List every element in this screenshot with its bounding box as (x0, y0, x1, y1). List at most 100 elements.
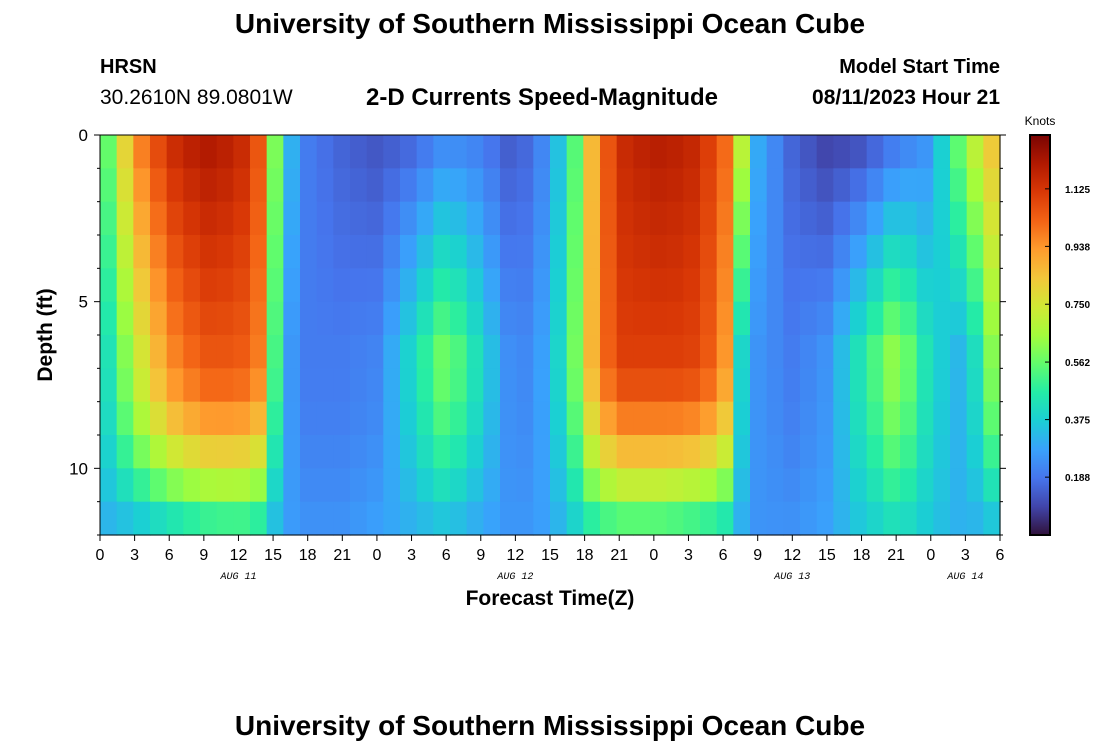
heatmap-cell (966, 301, 984, 336)
heatmap-cell (900, 335, 918, 369)
heatmap-cell (900, 401, 918, 436)
heatmap-cell (233, 301, 251, 336)
heatmap-cell (583, 201, 601, 236)
heatmap-cell (283, 435, 301, 469)
heatmap-cell (133, 135, 151, 169)
heatmap-cell (716, 501, 734, 536)
heatmap-cell (716, 335, 734, 369)
heatmap-cell (100, 435, 118, 469)
heatmap-cell (316, 168, 334, 203)
y-axis-label: Depth (ft) (34, 288, 57, 381)
heatmap-cell (300, 401, 318, 436)
heatmap-cell (233, 235, 251, 269)
heatmap-cell (716, 168, 734, 203)
heatmap-cell (100, 301, 118, 336)
heatmap-cell (366, 135, 384, 169)
heatmap-cell (566, 135, 584, 169)
heatmap-cell (150, 335, 168, 369)
heatmap-cell (466, 268, 484, 303)
heatmap-cell (600, 468, 618, 503)
heatmap-cell (783, 368, 801, 403)
heatmap-cells (100, 135, 1001, 536)
heatmap-cell (783, 301, 801, 336)
heatmap-cell (533, 235, 551, 269)
heatmap-cell (750, 301, 768, 336)
heatmap-cell (150, 368, 168, 403)
heatmap-cell (716, 401, 734, 436)
heatmap-cell (350, 501, 368, 536)
heatmap-cell (883, 135, 901, 169)
heatmap-cell (883, 435, 901, 469)
heatmap-cell (550, 235, 568, 269)
heatmap-cell (916, 335, 934, 369)
heatmap-cell (316, 368, 334, 403)
heatmap-cell (666, 235, 684, 269)
heatmap-cell (583, 435, 601, 469)
heatmap-cell (983, 301, 1001, 336)
heatmap-cell (950, 401, 968, 436)
heatmap-cell (516, 301, 534, 336)
heatmap-cell (183, 301, 201, 336)
heatmap-cell (883, 501, 901, 536)
heatmap-cell (166, 368, 184, 403)
heatmap-cell (766, 368, 784, 403)
heatmap-cell (483, 168, 501, 203)
heatmap-cell (316, 468, 334, 503)
heatmap-cell (983, 501, 1001, 536)
heatmap-cell (733, 501, 751, 536)
heatmap-cell (716, 268, 734, 303)
heatmap-cell (250, 335, 268, 369)
heatmap-cell (750, 168, 768, 203)
heatmap-cell (133, 501, 151, 536)
heatmap-cell (966, 335, 984, 369)
heatmap-cell (216, 168, 234, 203)
heatmap-cell (850, 435, 868, 469)
heatmap-cell (166, 335, 184, 369)
heatmap-cell (300, 168, 318, 203)
heatmap-cell (616, 301, 634, 336)
heatmap-cell (983, 335, 1001, 369)
heatmap-cell (716, 368, 734, 403)
heatmap-cell (900, 435, 918, 469)
heatmap-cell (383, 268, 401, 303)
heatmap-cell (400, 168, 418, 203)
heatmap-cell (350, 435, 368, 469)
x-tick-label: 12 (506, 547, 524, 564)
heatmap-cell (516, 401, 534, 436)
heatmap-cell (950, 501, 968, 536)
heatmap-cell (233, 501, 251, 536)
heatmap-cell (183, 168, 201, 203)
heatmap-cell (183, 401, 201, 436)
heatmap-cell (683, 168, 701, 203)
heatmap-cell (233, 135, 251, 169)
heatmap-cell (500, 235, 518, 269)
heatmap-cell (866, 301, 884, 336)
heatmap-cell (350, 168, 368, 203)
heatmap-cell (233, 401, 251, 436)
heatmap-cell (550, 335, 568, 369)
heatmap-cell (866, 168, 884, 203)
heatmap-cell (783, 235, 801, 269)
heatmap-cell (250, 401, 268, 436)
heatmap-cell (950, 368, 968, 403)
heatmap-cell (666, 368, 684, 403)
heatmap-cell (516, 435, 534, 469)
x-tick-label: 6 (442, 547, 451, 564)
heatmap-cell (850, 201, 868, 236)
heatmap-cell (433, 201, 451, 236)
heatmap-cell (616, 168, 634, 203)
heatmap-cell (850, 268, 868, 303)
heatmap-cell (833, 201, 851, 236)
heatmap-cell (550, 401, 568, 436)
heatmap-cell (283, 501, 301, 536)
heatmap-cell (266, 135, 284, 169)
x-tick-label: 3 (961, 547, 970, 564)
heatmap-cell (700, 435, 718, 469)
colorbar-unit: Knots (1025, 114, 1056, 128)
heatmap-cell (216, 435, 234, 469)
x-tick-label: 6 (165, 547, 174, 564)
heatmap-cell (466, 401, 484, 436)
x-tick-label: 3 (407, 547, 416, 564)
heatmap-cell (733, 368, 751, 403)
heatmap-cell (466, 335, 484, 369)
